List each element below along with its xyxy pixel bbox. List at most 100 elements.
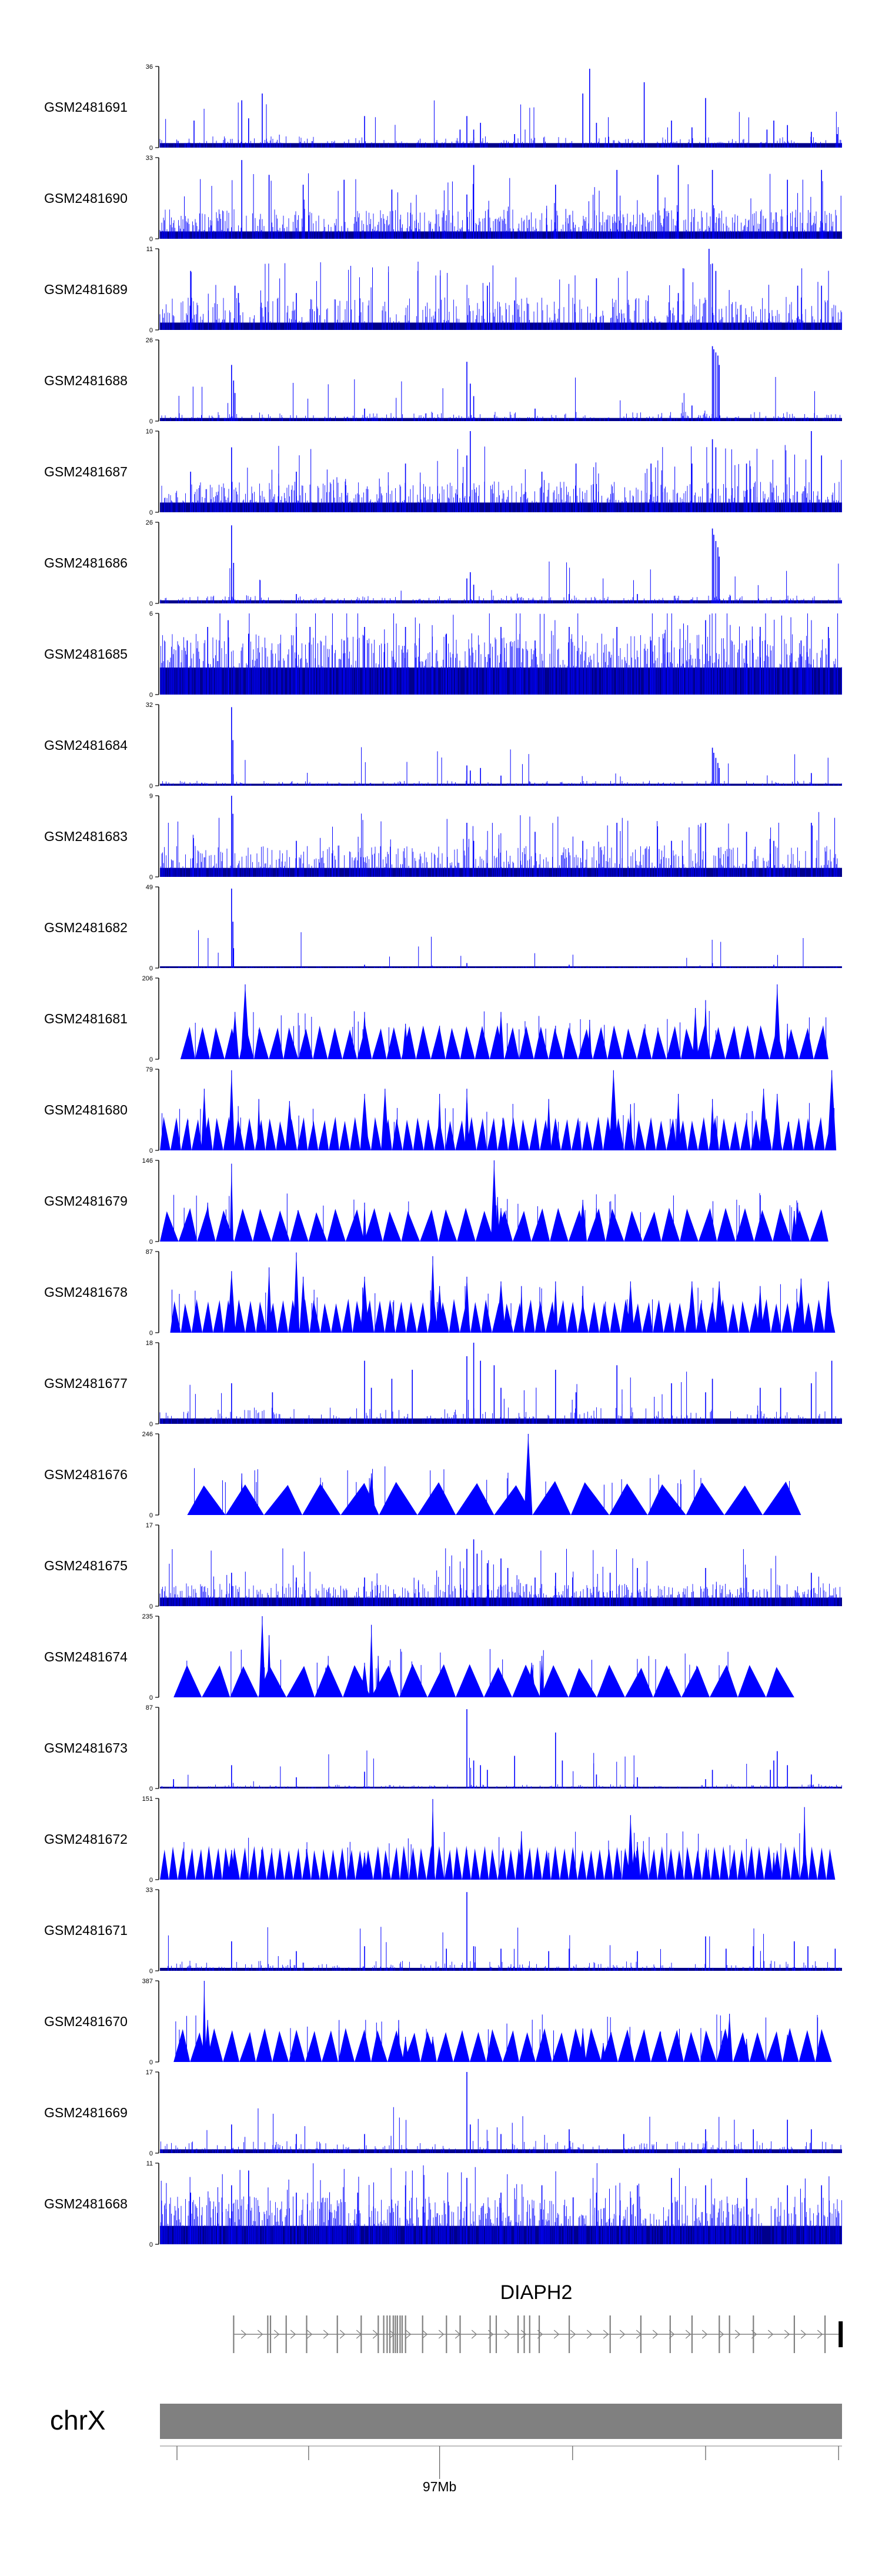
coverage-peak (470, 1302, 482, 1333)
y-tick-max-label: 146 (142, 1157, 153, 1164)
gene-exon (691, 2315, 693, 2353)
coverage-peak (710, 1847, 720, 1880)
coverage-peak (416, 1025, 431, 1059)
gene-exon (495, 2315, 497, 2353)
coverage-peak (456, 1483, 495, 1515)
coverage-peak (417, 1302, 428, 1333)
track-label: GSM2481682 (44, 920, 128, 935)
gene-exon (395, 2315, 396, 2353)
coverage-peak (329, 1116, 339, 1150)
coverage-peak (709, 1664, 738, 1697)
coverage-peak (595, 1849, 604, 1880)
y-tick-max-label: 9 (149, 793, 153, 800)
coverage-peak (596, 1664, 625, 1697)
y-tick-zero-label: 0 (149, 236, 153, 243)
y-tick-zero-label: 0 (149, 692, 153, 699)
coverage-peak (449, 1299, 460, 1333)
coverage-peak (302, 1483, 341, 1515)
y-tick-zero-label: 0 (149, 1968, 153, 1975)
coverage-peak (645, 1117, 656, 1150)
coverage-peak (519, 1026, 534, 1059)
coverage-peak (649, 1848, 658, 1880)
coverage-peak (386, 1027, 402, 1059)
coverage-peak (631, 1303, 642, 1333)
coverage-peak (634, 2029, 651, 2062)
coverage-peak (338, 1847, 347, 1880)
strand-arrow (257, 2330, 263, 2339)
track-label: GSM2481689 (44, 282, 128, 297)
strand-arrow (471, 2330, 477, 2339)
gene-exon (640, 2315, 642, 2353)
coverage-peak (519, 2032, 536, 2062)
gene-exon (360, 2315, 362, 2353)
coverage-peak (364, 1208, 383, 1242)
coverage-peak (803, 1302, 814, 1333)
coverage-track: GSM2481691 36 0 (44, 64, 842, 152)
gene-exon (517, 2315, 519, 2353)
gene-exon (377, 2315, 379, 2353)
y-tick-zero-label: 0 (149, 1877, 153, 1884)
y-tick-zero-label: 0 (149, 509, 153, 516)
strand-arrow (570, 2330, 576, 2339)
coverage-peak (457, 1207, 476, 1242)
strand-arrow (603, 2330, 609, 2339)
y-tick-max-label: 79 (146, 1066, 153, 1073)
coverage-noise (161, 2141, 841, 2153)
strand-arrow (306, 2330, 313, 2339)
coverage-noise (161, 412, 840, 421)
coverage-peak (754, 1025, 770, 1059)
track-label: GSM2481679 (44, 1193, 128, 1209)
coverage-peak (728, 1303, 739, 1333)
strand-arrow (800, 2330, 807, 2339)
strand-arrow (669, 2330, 675, 2339)
track-label: GSM2481668 (44, 2196, 128, 2211)
coverage-peak (345, 1209, 365, 1242)
coverage-peak (191, 1299, 203, 1333)
coverage-peak (435, 1846, 445, 1880)
coverage-peak (427, 1664, 456, 1697)
coverage-peak (508, 1117, 519, 1150)
y-tick-zero-label: 0 (149, 2059, 153, 2066)
y-tick-zero-label: 0 (149, 2150, 153, 2157)
y-tick-max-label: 32 (146, 702, 153, 709)
coverage-baseline (160, 966, 842, 968)
coverage-peak (637, 1027, 652, 1059)
coverage-peak (186, 1848, 196, 1880)
gene-exon (269, 2315, 272, 2353)
coverage-peak (706, 1301, 717, 1333)
coverage-peak (622, 1028, 637, 1059)
y-tick-zero-label: 0 (149, 1239, 153, 1246)
coverage-peak (666, 1118, 677, 1150)
coverage-noise (161, 633, 842, 695)
coverage-peak (298, 1029, 313, 1059)
coverage-peak (781, 1303, 793, 1333)
coverage-peak (258, 1666, 287, 1697)
coverage-peak (315, 1664, 343, 1697)
coverage-peak (642, 1302, 653, 1333)
strand-arrow (586, 2330, 593, 2339)
y-tick-max-label: 235 (142, 1613, 153, 1620)
coverage-peak (799, 2030, 816, 2062)
coverage-peak (653, 1300, 664, 1333)
y-tick-zero-label: 0 (149, 1056, 153, 1063)
coverage-peak (502, 2030, 519, 2062)
coverage-peak (256, 1302, 267, 1333)
coverage-peak (318, 1120, 329, 1150)
coverage-peak (582, 1121, 593, 1150)
coverage-peak (476, 1118, 487, 1150)
y-tick-zero-label: 0 (149, 965, 153, 972)
coverage-peak (814, 1117, 825, 1150)
y-tick-zero-label: 0 (149, 600, 153, 608)
coverage-peak (610, 1302, 621, 1333)
coverage-peak (657, 1846, 667, 1880)
coverage-peak (740, 1025, 755, 1059)
coverage-peak (445, 1027, 460, 1059)
coverage-peak (698, 1208, 717, 1242)
coverage-peak (256, 2028, 273, 2062)
coverage-peak (305, 2031, 322, 2062)
coverage-peak (480, 1846, 489, 1880)
coverage-peak (601, 2031, 618, 2062)
chromosome-ideogram: chrX 97Mb (50, 2404, 842, 2494)
coverage-track: GSM2481669 17 0 (44, 2069, 842, 2157)
